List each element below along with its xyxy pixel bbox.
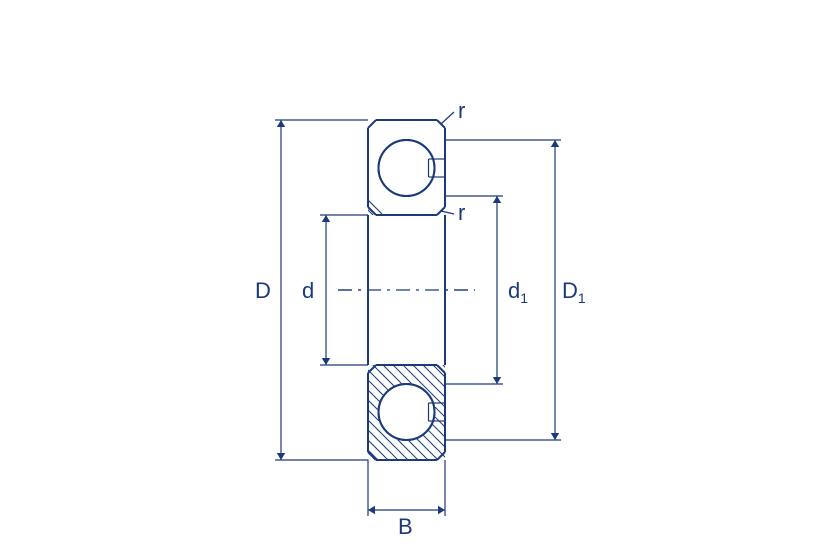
label-r-inner: r — [458, 200, 465, 225]
label-D: D — [255, 278, 271, 303]
label-r-outer: r — [458, 98, 465, 123]
label-d: d — [302, 278, 314, 303]
label-B: B — [398, 514, 413, 539]
label-d1: d1 — [508, 278, 528, 306]
label-D1: D1 — [562, 278, 586, 306]
bearing-cross-section-drawing: Dd d1 D1 Br r — [0, 0, 836, 558]
